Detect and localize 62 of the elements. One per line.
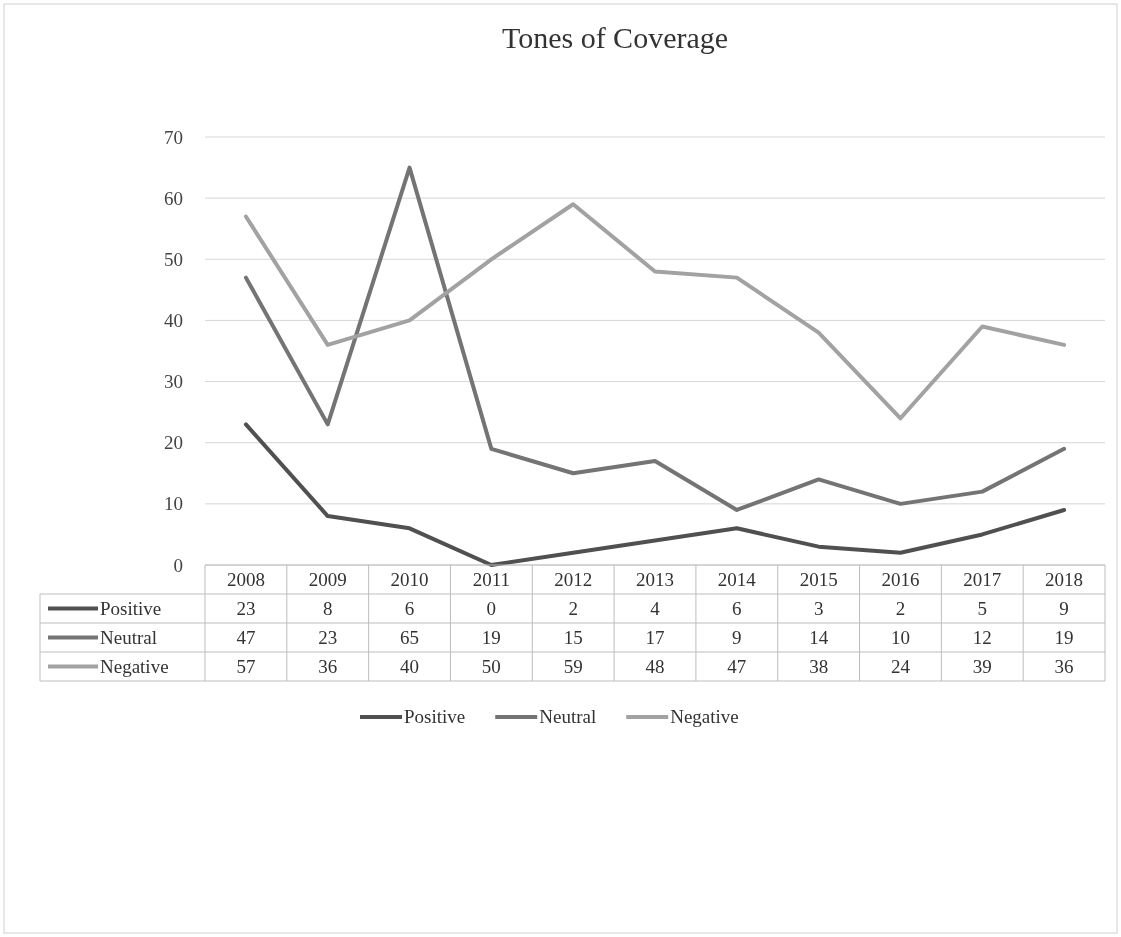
x-tick-label: 2014	[717, 568, 757, 590]
y-tick-label: 40	[164, 310, 183, 332]
legend-label: Neutral	[100, 626, 157, 648]
x-tick-label: 2010	[390, 568, 429, 590]
data-label: 24	[890, 655, 911, 677]
text: Neutral	[539, 706, 597, 727]
data-label: 50	[481, 655, 501, 677]
x-tick-label: 2016	[881, 568, 920, 590]
chart-title: Tones of Coverage	[501, 21, 729, 54]
data-label: 23	[236, 597, 256, 619]
y-tick-label: 20	[164, 432, 183, 454]
data-label: 47	[236, 626, 256, 648]
y-tick-label: 70	[164, 126, 183, 148]
x-tick-label: 2011	[472, 568, 511, 590]
data-label: 19	[481, 626, 501, 648]
data-label: 3	[813, 597, 824, 619]
x-tick-label: 2017	[963, 568, 1002, 590]
data-label: 59	[563, 655, 583, 677]
data-label: 2	[895, 597, 906, 619]
x-tick-label: 2015	[799, 568, 838, 590]
data-label: 0	[486, 597, 497, 619]
line-series	[243, 165, 1067, 512]
y-tick-label: 0	[173, 554, 183, 576]
data-label: 40	[400, 655, 420, 677]
data-label: 23	[318, 626, 338, 648]
data-label: 5	[977, 597, 988, 619]
data-label: 14	[809, 626, 829, 648]
y-tick-label: 30	[164, 371, 183, 393]
data-label: 36	[318, 655, 338, 677]
text: Positive	[404, 706, 466, 727]
data-label: 65	[400, 626, 420, 648]
x-tick-label: 2013	[636, 568, 674, 590]
data-label: 8	[322, 597, 333, 619]
data-label: 17	[645, 626, 665, 648]
line-series	[243, 202, 1067, 421]
text: Negative	[670, 706, 739, 727]
data-label: 9	[732, 626, 742, 648]
legend-label: Negative	[100, 655, 169, 677]
data-label: 19	[1054, 626, 1074, 648]
x-tick-label: 2009	[308, 568, 347, 590]
data-label: 36	[1054, 655, 1074, 677]
x-tick-label: 2012	[554, 568, 593, 590]
x-tick-label: 2008	[226, 568, 265, 590]
y-tick-label: 60	[164, 187, 183, 209]
line-series	[243, 422, 1067, 567]
data-label: 4	[650, 597, 661, 619]
data-label: 39	[972, 655, 992, 677]
data-label: 9	[1059, 597, 1069, 619]
data-label: 48	[645, 655, 665, 677]
y-tick-label: 10	[164, 493, 183, 515]
data-label: 57	[236, 655, 256, 677]
x-tick-label: 2018	[1045, 568, 1084, 590]
data-label: 6	[404, 597, 415, 619]
y-tick-label: 50	[164, 248, 183, 270]
data-label: 38	[809, 655, 829, 677]
data-label: 15	[563, 626, 583, 648]
data-label: 2	[568, 597, 578, 619]
data-label: 47	[727, 655, 747, 677]
data-label: 6	[732, 597, 742, 619]
data-label: 10	[890, 626, 910, 648]
data-label: 12	[972, 626, 992, 648]
legend-label: Positive	[100, 597, 162, 619]
